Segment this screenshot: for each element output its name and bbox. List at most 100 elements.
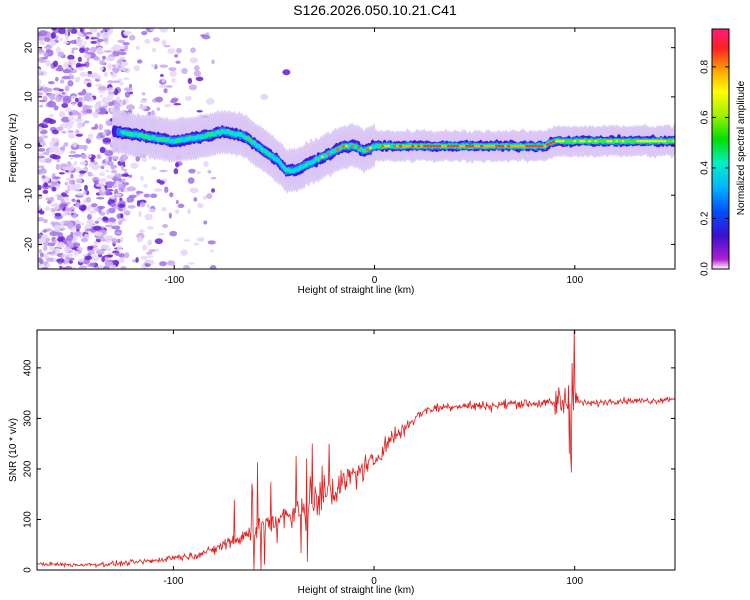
- noise-cell: [104, 129, 109, 134]
- noise-cell: [143, 184, 148, 189]
- noise-cell: [169, 192, 174, 198]
- noise-cell: [90, 266, 96, 269]
- noise-cell: [67, 80, 74, 87]
- noise-cell: [140, 255, 148, 260]
- noise-cell: [207, 170, 212, 174]
- noise-cell: [105, 261, 114, 266]
- ridge-peak: [344, 144, 349, 148]
- noise-cell: [173, 168, 179, 175]
- noise-cell: [74, 201, 81, 207]
- noise-cell: [85, 196, 92, 203]
- noise-cell: [84, 61, 90, 68]
- noise-cell: [97, 265, 105, 269]
- noise-cell: [62, 68, 72, 74]
- ridge-peak: [642, 139, 646, 143]
- ridge-peak: [576, 139, 580, 143]
- y-tick-label: 400: [23, 359, 34, 376]
- noise-cell: [71, 103, 75, 107]
- noise-cell: [87, 171, 93, 177]
- noise-cell: [211, 59, 215, 65]
- colorbar-tick-label: 0.8: [700, 60, 711, 74]
- ridge-peak: [519, 144, 523, 148]
- ridge-peak: [395, 144, 400, 148]
- noise-cell: [43, 182, 48, 188]
- noise-cell: [121, 66, 126, 72]
- ridge-peak: [648, 139, 652, 143]
- ridge-peak: [444, 144, 448, 148]
- ridge-peak: [549, 141, 553, 145]
- noise-cell: [87, 245, 94, 251]
- noise-cell: [65, 196, 70, 201]
- y-tick-label: 200: [23, 460, 34, 477]
- noise-cell: [106, 56, 115, 62]
- ridge-peak: [504, 144, 508, 148]
- noise-cell: [97, 216, 104, 221]
- noise-cell: [109, 202, 116, 207]
- noise-cell: [56, 159, 60, 163]
- ridge-peak: [350, 144, 355, 148]
- noise-cell: [76, 192, 86, 196]
- noise-cell: [44, 45, 53, 50]
- noise-cell: [96, 265, 100, 269]
- noise-cell: [89, 209, 93, 216]
- snr-series: [37, 330, 675, 570]
- noise-cell: [126, 196, 135, 203]
- noise-cell: [75, 38, 84, 44]
- colorbar-label: Normalized spectral amplitude: [736, 80, 747, 215]
- noise-cell: [96, 47, 104, 53]
- ridge-peak: [501, 144, 505, 148]
- noise-cell: [49, 140, 56, 148]
- noise-cell: [74, 97, 79, 103]
- ridge-peak: [537, 144, 541, 148]
- ridge-peak: [507, 144, 511, 148]
- noise-cell: [117, 65, 122, 68]
- colorbar: 0.0 0.2 0.4 0.6 0.8 Normalized spectral ampl…: [700, 28, 747, 276]
- noise-cell: [66, 240, 73, 246]
- noise-cell: [127, 204, 136, 209]
- noise-cell: [143, 193, 151, 198]
- y-tick-label: -10: [24, 188, 35, 203]
- noise-cell: [38, 263, 43, 268]
- noise-cell: [94, 83, 104, 87]
- noise-cell: [70, 95, 77, 100]
- noise-cell: [136, 200, 141, 207]
- noise-cell: [66, 221, 74, 229]
- noise-cell: [56, 258, 65, 264]
- noise-cell: [75, 133, 83, 137]
- noise-cell: [68, 260, 73, 264]
- noise-cell: [51, 32, 57, 39]
- noise-cell: [104, 256, 109, 260]
- noise-cell: [62, 41, 70, 44]
- noise-cell: [58, 172, 65, 175]
- noise-cell: [48, 148, 54, 153]
- noise-cell: [38, 147, 46, 152]
- noise-cell: [75, 117, 83, 123]
- noise-cell: [194, 65, 200, 72]
- noise-cell: [146, 203, 151, 209]
- noise-cell: [83, 120, 90, 124]
- noise-cell: [110, 155, 120, 160]
- noise-cell: [152, 37, 160, 42]
- ridge-peak: [513, 144, 517, 148]
- noise-cell: [50, 181, 59, 187]
- noise-cell: [101, 255, 106, 263]
- y-tick-label: -20: [24, 237, 35, 252]
- ridge-peak: [591, 139, 595, 143]
- ridge-peak: [555, 139, 559, 143]
- noise-cell: [203, 160, 209, 168]
- noise-cell: [111, 225, 121, 230]
- noise-cell: [105, 181, 115, 187]
- noise-cell: [189, 57, 198, 64]
- ridge-peak: [435, 144, 439, 148]
- noise-cell: [104, 224, 113, 228]
- noise-cell: [58, 111, 66, 118]
- noise-cell: [78, 33, 84, 38]
- ridge-peak: [594, 139, 598, 143]
- noise-cell: [56, 243, 61, 247]
- noise-cell: [102, 137, 112, 143]
- noise-cell: [42, 87, 51, 93]
- noise-cell: [73, 250, 79, 257]
- noise-cell: [140, 175, 144, 181]
- noise-cell: [106, 240, 111, 243]
- snr-frame: [36, 329, 676, 571]
